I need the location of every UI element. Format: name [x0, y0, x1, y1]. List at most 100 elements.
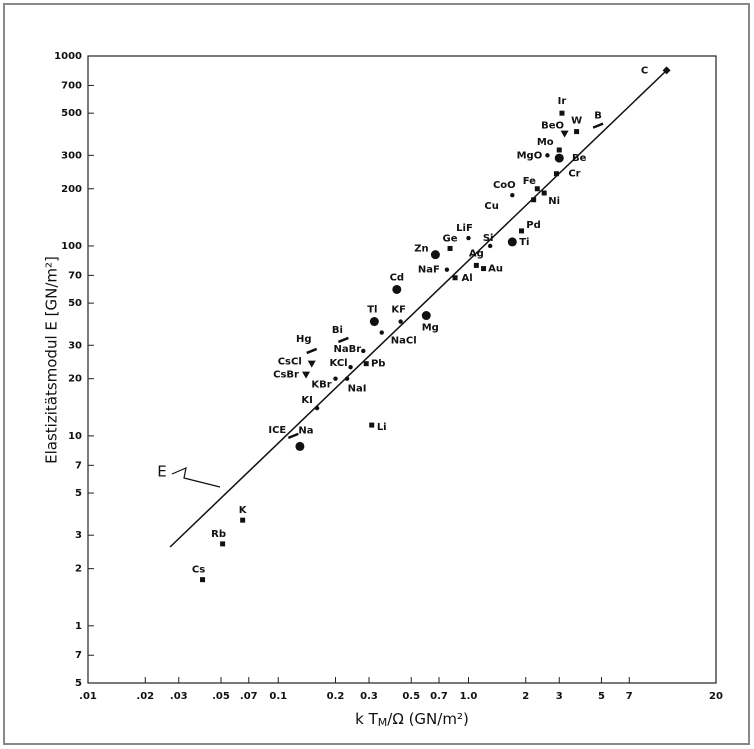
point-label: Fe [523, 176, 536, 187]
x-label-sub: M [378, 716, 388, 729]
point-label: Cu [484, 201, 498, 212]
point [333, 376, 338, 381]
point-label: NaF [418, 265, 440, 276]
point [519, 228, 525, 234]
line-label-arrow [171, 466, 221, 488]
point [302, 371, 311, 379]
point [369, 422, 375, 428]
x-tick-label: .01 [79, 691, 97, 702]
point-label: Ge [443, 233, 458, 244]
point [574, 129, 580, 135]
x-tick-label: 7 [626, 691, 633, 702]
point-label: Cr [568, 169, 580, 180]
y-tick-label: 200 [61, 184, 82, 195]
point [379, 330, 384, 335]
point [553, 171, 559, 177]
x-tick-label: 1.0 [460, 691, 478, 702]
point [240, 517, 246, 523]
y-tick-label: 20 [68, 374, 82, 385]
point [295, 441, 305, 451]
point-label: Mg [422, 323, 439, 334]
y-axis-label: Elastizitätsmodul E [GN/m²] [43, 256, 61, 464]
point-label: CsBr [273, 370, 299, 381]
point [507, 237, 517, 247]
point [481, 266, 487, 272]
point-label: CoO [493, 180, 516, 191]
point [452, 275, 458, 281]
y-tick-label: 5 [75, 488, 82, 499]
point [510, 192, 515, 198]
point [314, 405, 320, 411]
point-label: CsCl [278, 357, 302, 368]
point [430, 250, 440, 260]
point-label: KF [391, 305, 406, 316]
point [444, 267, 450, 272]
y-tick-label: 500 [61, 108, 82, 119]
line-label: E [157, 463, 166, 481]
point-label: Ir [558, 96, 567, 107]
point [307, 360, 316, 368]
point [337, 336, 349, 344]
x-tick-label: 0.5 [402, 691, 420, 702]
x-tick-label: 2 [522, 691, 529, 702]
point-label: Au [488, 264, 503, 275]
point-label: KCl [330, 358, 348, 369]
point-label: Al [461, 273, 472, 284]
point [560, 130, 569, 138]
x-label-main: k T [355, 710, 378, 728]
x-tick-label: 20 [709, 691, 723, 702]
point [592, 122, 604, 129]
point-label: Li [377, 422, 387, 433]
x-label-rest: /Ω (GN/m²) [387, 710, 469, 728]
x-tick-label: 5 [598, 691, 605, 702]
y-tick-label: 5 [75, 678, 82, 689]
y-tick-label: 700 [61, 80, 82, 91]
y-tick-label: 30 [68, 340, 82, 351]
point [361, 348, 366, 354]
y-tick-label: 100 [61, 241, 82, 252]
point [398, 319, 403, 324]
y-tick-label: 10 [68, 431, 82, 442]
point-label: NaCl [391, 336, 417, 347]
point-label: C [641, 65, 648, 76]
point-label: Na [298, 425, 313, 436]
point [369, 317, 379, 327]
point [545, 153, 550, 158]
y-tick-label: 7 [75, 650, 82, 661]
point-label: NaBr [333, 344, 361, 355]
point-label: Cd [390, 272, 405, 283]
point-label: KBr [311, 380, 331, 391]
point-label: Ti [519, 237, 529, 248]
x-tick-label: 0.7 [430, 691, 448, 702]
point-label: B [594, 111, 602, 122]
x-tick-label: 3 [556, 691, 563, 702]
point-label: Ni [548, 196, 560, 207]
point-label: LiF [456, 223, 473, 234]
point-label: MgO [517, 150, 543, 161]
point [220, 541, 226, 547]
point-label: W [571, 116, 582, 127]
point [363, 361, 369, 367]
point-label: Hg [296, 334, 312, 345]
x-axis-label: k TM/Ω (GN/m²) [355, 710, 469, 730]
x-tick-label: 0.2 [327, 691, 345, 702]
point-label: Mo [537, 137, 554, 148]
point [534, 186, 540, 192]
point-label: Rb [211, 529, 226, 540]
x-tick-label: .07 [240, 691, 258, 702]
point-label: Zn [414, 244, 428, 255]
point-label: Si [483, 233, 494, 244]
point [559, 110, 565, 116]
point [447, 245, 453, 251]
point [662, 66, 671, 75]
point [344, 376, 350, 381]
point-label: Bi [332, 325, 343, 336]
point-label: Be [572, 153, 587, 164]
point [306, 347, 318, 355]
point [554, 153, 564, 163]
y-tick-label: 300 [61, 150, 82, 161]
point-label: Pd [526, 220, 541, 231]
point-label: Tl [367, 305, 377, 316]
x-tick-label: .05 [212, 691, 230, 702]
